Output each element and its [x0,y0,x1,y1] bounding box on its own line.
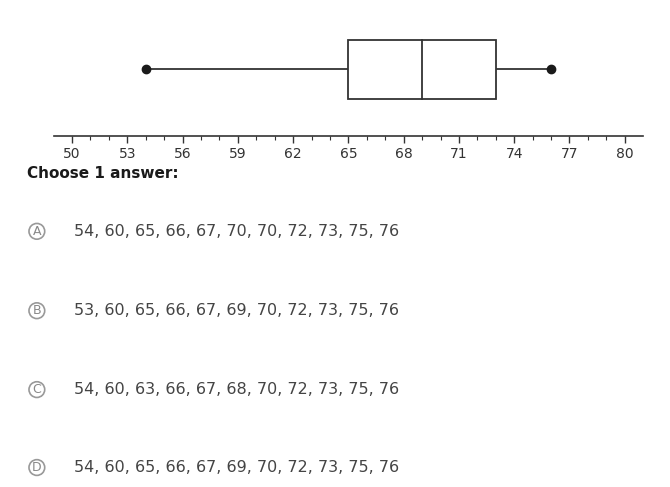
Text: 54, 60, 63, 66, 67, 68, 70, 72, 73, 75, 76: 54, 60, 63, 66, 67, 68, 70, 72, 73, 75, … [74,382,399,397]
Text: 53, 60, 65, 66, 67, 69, 70, 72, 73, 75, 76: 53, 60, 65, 66, 67, 69, 70, 72, 73, 75, … [74,303,399,318]
Text: 54, 60, 65, 66, 67, 69, 70, 72, 73, 75, 76: 54, 60, 65, 66, 67, 69, 70, 72, 73, 75, … [74,460,399,475]
Bar [348,40,496,98]
Text: B: B [33,304,41,317]
Text: C: C [32,383,42,396]
Text: Choose 1 answer:: Choose 1 answer: [27,166,178,181]
Text: 54, 60, 65, 66, 67, 70, 70, 72, 73, 75, 76: 54, 60, 65, 66, 67, 70, 70, 72, 73, 75, … [74,224,399,239]
Text: D: D [32,461,42,474]
Text: A: A [33,225,41,238]
